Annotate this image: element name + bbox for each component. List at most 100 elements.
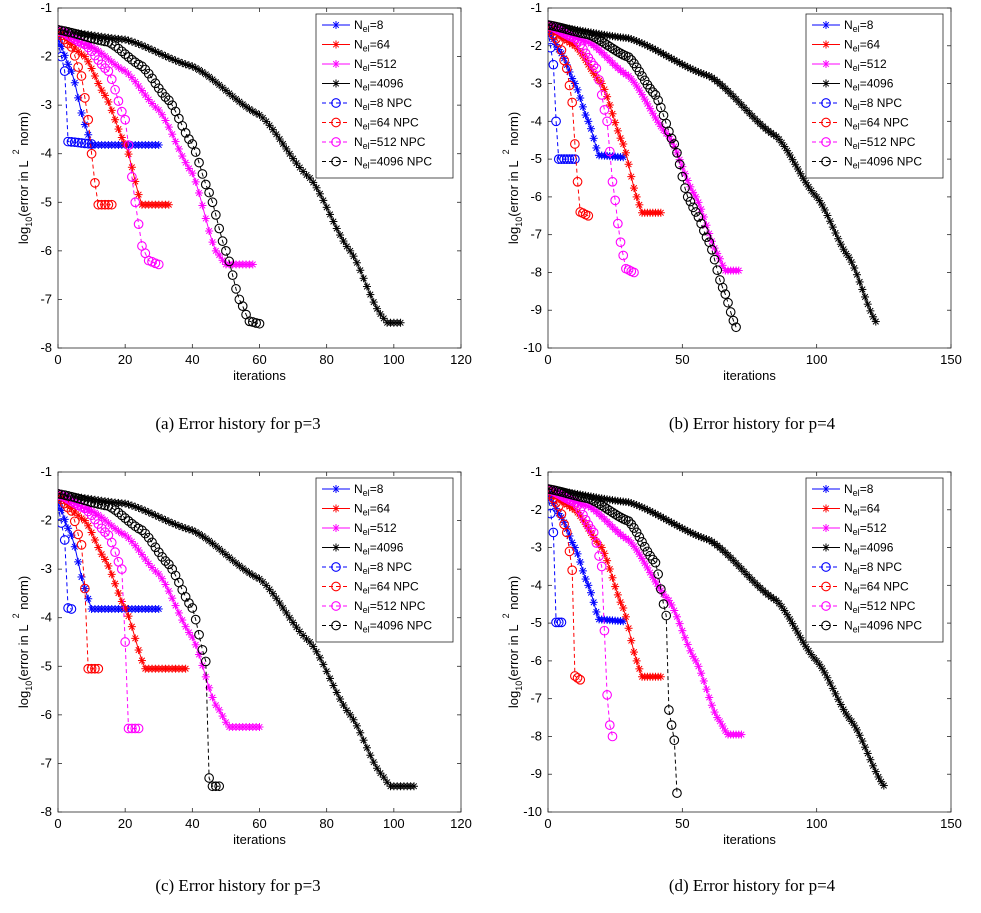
data-point [171,56,180,65]
data-point [346,710,355,719]
y-tick-label: -5 [530,151,542,166]
data-point [610,45,621,55]
data-point [594,34,604,45]
legend-item: Nel=8 [322,18,384,34]
data-point [319,660,328,669]
data-point [858,737,867,746]
data-point [58,489,63,499]
legend-item: Nel=512 NPC [812,135,916,151]
data-point [272,594,281,603]
data-point [366,290,375,299]
data-point [214,223,225,234]
data-point [110,505,120,515]
data-point [653,569,664,580]
data-point [224,256,235,267]
data-point [97,550,106,559]
data-point [581,575,590,584]
legend-marker [331,562,341,572]
data-point [207,197,218,208]
legend-item: Nel=4096 [812,541,894,557]
data-point [289,618,298,627]
data-point [785,615,794,624]
data-point [681,633,690,642]
legend-marker [821,156,831,167]
data-point [655,584,666,594]
legend-label: Nel=8 NPC [354,560,412,576]
data-point [254,318,265,329]
data-point [282,608,291,617]
legend-marker [822,543,830,552]
data-point [201,534,210,543]
data-point [191,527,200,536]
legend-label: Nel=4096 NPC [354,619,432,635]
data-point [87,528,96,537]
data-point [76,71,87,81]
data-point [121,67,130,76]
legend-label: Nel=64 NPC [354,580,419,596]
legend-item: Nel=64 [812,38,880,54]
data-point [828,223,837,232]
data-point [106,199,117,210]
series-7 [548,20,741,333]
legend: Nel=8 Nel=64 Nel=512 Nel=4096 Nel=8 NPC Nel=6… [315,13,454,179]
x-axis-label: iterations [723,832,776,847]
y-tick-label: -8 [40,804,52,819]
data-point [618,250,629,261]
legend-item: Nel=4096 [322,77,404,93]
data-point [265,585,274,594]
data-point [567,97,578,108]
data-point [127,163,136,172]
data-point [319,196,328,205]
data-point [619,617,628,626]
data-point [409,782,418,791]
data-point [584,581,593,590]
data-point [292,623,301,632]
data-point [564,154,575,164]
data-point [584,117,593,126]
series-layer [58,489,418,792]
data-point [689,188,698,197]
data-point [599,38,610,48]
data-point [570,79,579,88]
data-point [688,202,698,213]
data-point [84,130,93,139]
legend-item: Nel=512 [322,57,397,73]
data-point [551,33,561,44]
data-point [322,203,331,212]
data-point [100,63,110,73]
data-point [594,75,604,85]
data-point [359,736,368,745]
data-point [664,705,674,715]
legend-marker [821,117,831,128]
data-point [117,65,126,74]
legend-label: Nel=4096 NPC [844,155,922,171]
series-layer [58,25,405,329]
data-point [366,751,375,760]
y-tick-label: -6 [40,707,52,722]
legend-label: Nel=512 NPC [844,135,916,151]
data-point [174,144,183,153]
legend-marker [332,485,340,493]
x-tick-label: 100 [806,352,828,367]
data-point [596,561,607,572]
data-point [369,298,378,307]
data-point [635,86,644,95]
data-point [780,606,789,615]
x-tick-label: 150 [940,352,962,367]
data-point [184,598,194,608]
x-tick-label: 20 [118,816,132,831]
data-point [116,46,127,57]
data-point [73,529,83,540]
data-point [64,524,73,533]
data-point [723,297,733,308]
data-point [194,157,204,168]
data-point [591,538,602,548]
data-point [265,121,274,130]
data-point [664,126,674,137]
data-point [847,258,856,267]
data-point [76,540,87,550]
y-tick-label: -2 [530,502,542,517]
data-point [90,72,99,80]
data-point [627,636,636,645]
